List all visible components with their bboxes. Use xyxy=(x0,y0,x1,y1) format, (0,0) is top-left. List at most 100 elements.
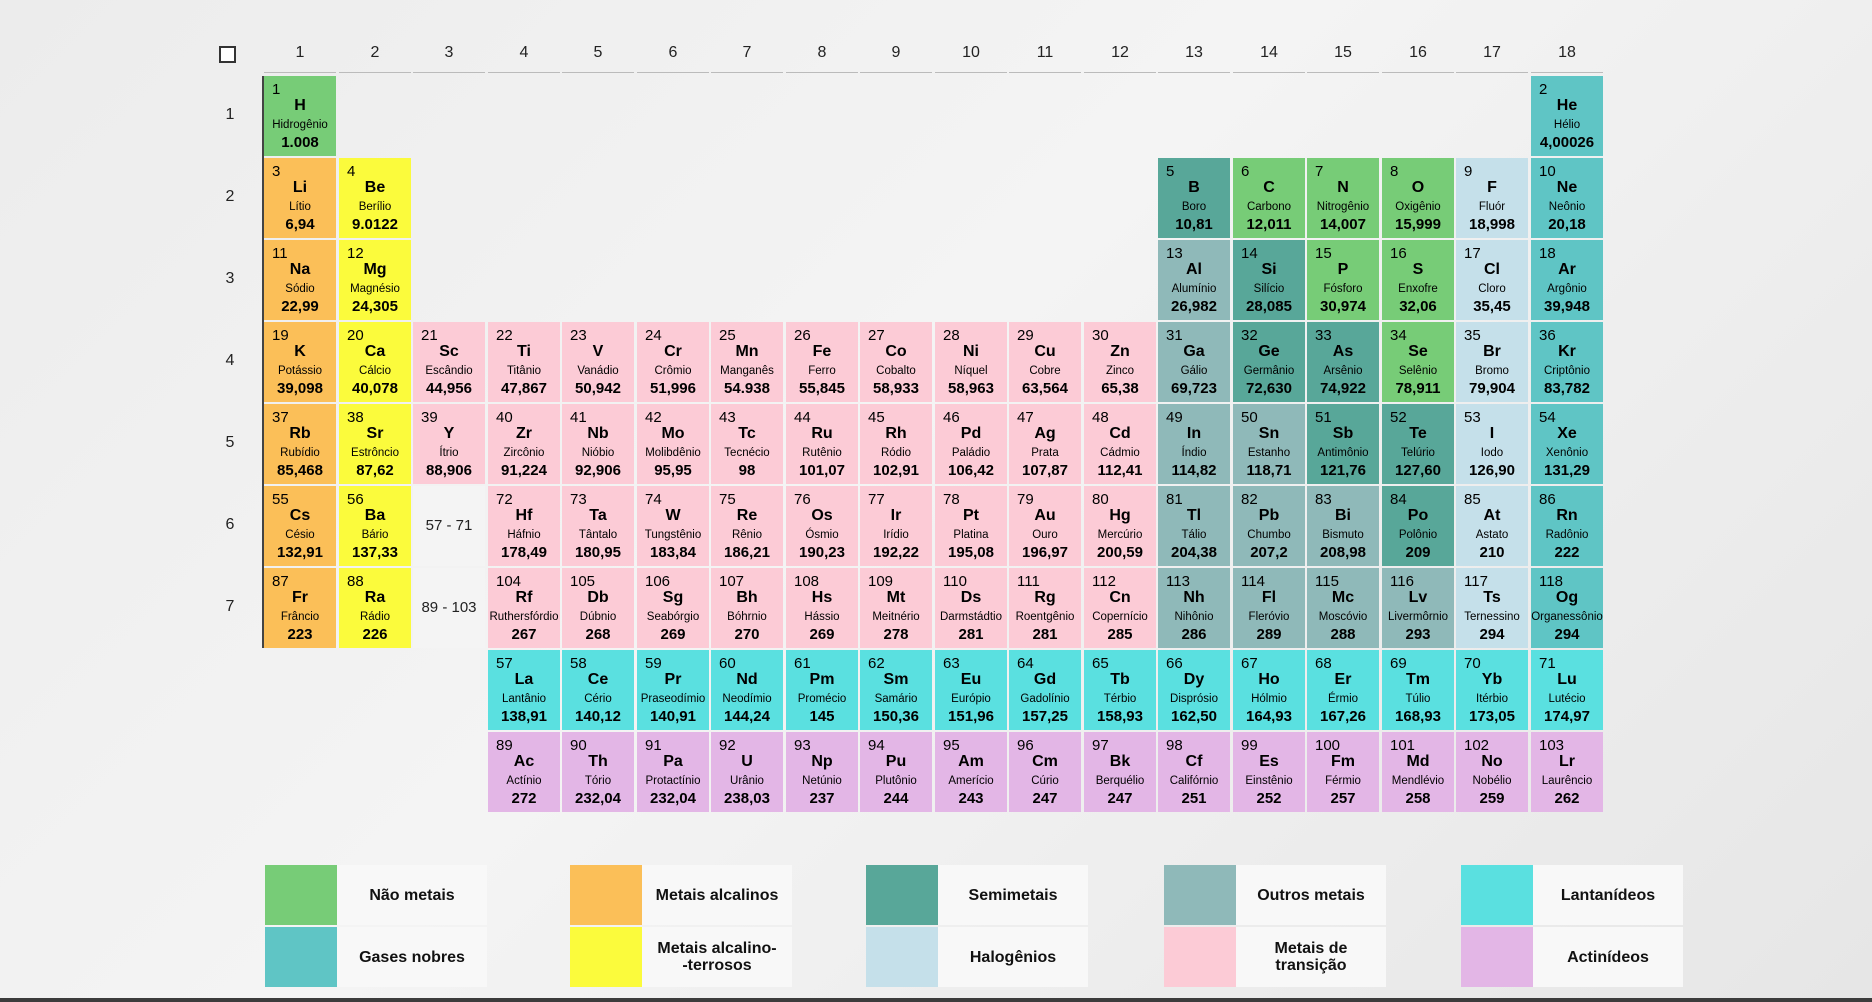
element-cell-tm[interactable]: 69 Tm Túlio 168,93 xyxy=(1382,650,1454,730)
element-cell-es[interactable]: 99 Es Einstênio 252 xyxy=(1233,732,1305,812)
element-cell-pu[interactable]: 94 Pu Plutônio 244 xyxy=(860,732,932,812)
element-cell-h[interactable]: 1 H Hidrogênio 1.008 xyxy=(264,76,336,156)
element-cell-la[interactable]: 57 La Lantânio 138,91 xyxy=(488,650,560,730)
element-cell-os[interactable]: 76 Os Ósmio 190,23 xyxy=(786,486,858,566)
element-cell-cl[interactable]: 17 Cl Cloro 35,45 xyxy=(1456,240,1528,320)
element-cell-ti[interactable]: 22 Ti Titânio 47,867 xyxy=(488,322,560,402)
element-cell-p[interactable]: 15 P Fósforo 30,974 xyxy=(1307,240,1379,320)
element-cell-at[interactable]: 85 At Astato 210 xyxy=(1456,486,1528,566)
element-cell-rn[interactable]: 86 Rn Radônio 222 xyxy=(1531,486,1603,566)
element-cell-lv[interactable]: 116 Lv Livermôrnio 293 xyxy=(1382,568,1454,648)
element-cell-hs[interactable]: 108 Hs Hássio 269 xyxy=(786,568,858,648)
element-cell-fe[interactable]: 26 Fe Ferro 55,845 xyxy=(786,322,858,402)
element-cell-au[interactable]: 79 Au Ouro 196,97 xyxy=(1009,486,1081,566)
element-cell-tc[interactable]: 43 Tc Tecnécio 98 xyxy=(711,404,783,484)
element-cell-al[interactable]: 13 Al Alumínio 26,982 xyxy=(1158,240,1230,320)
element-cell-pt[interactable]: 78 Pt Platina 195,08 xyxy=(935,486,1007,566)
element-cell-no[interactable]: 102 No Nobélio 259 xyxy=(1456,732,1528,812)
element-cell-se[interactable]: 34 Se Selênio 78,911 xyxy=(1382,322,1454,402)
element-cell-po[interactable]: 84 Po Polônio 209 xyxy=(1382,486,1454,566)
element-cell-ta[interactable]: 73 Ta Tântalo 180,95 xyxy=(562,486,634,566)
element-cell-mt[interactable]: 109 Mt Meitnério 278 xyxy=(860,568,932,648)
element-cell-sc[interactable]: 21 Sc Escândio 44,956 xyxy=(413,322,485,402)
element-cell-fl[interactable]: 114 Fl Fleróvio 289 xyxy=(1233,568,1305,648)
element-cell-li[interactable]: 3 Li Lítio 6,94 xyxy=(264,158,336,238)
element-cell-fr[interactable]: 87 Fr Frâncio 223 xyxy=(264,568,336,648)
element-cell-mn[interactable]: 25 Mn Manganês 54.938 xyxy=(711,322,783,402)
element-cell-nh[interactable]: 113 Nh Nihônio 286 xyxy=(1158,568,1230,648)
element-cell-ca[interactable]: 20 Ca Cálcio 40,078 xyxy=(339,322,411,402)
element-cell-rf[interactable]: 104 Rf Ruthersfórdio 267 xyxy=(488,568,560,648)
element-cell-cu[interactable]: 29 Cu Cobre 63,564 xyxy=(1009,322,1081,402)
element-cell-ni[interactable]: 28 Ni Níquel 58,963 xyxy=(935,322,1007,402)
element-cell-mo[interactable]: 42 Mo Molibdênio 95,95 xyxy=(637,404,709,484)
element-cell-i[interactable]: 53 I Iodo 126,90 xyxy=(1456,404,1528,484)
element-cell-np[interactable]: 93 Np Netúnio 237 xyxy=(786,732,858,812)
element-cell-k[interactable]: 19 K Potássio 39,098 xyxy=(264,322,336,402)
element-cell-kr[interactable]: 36 Kr Criptônio 83,782 xyxy=(1531,322,1603,402)
element-cell-ra[interactable]: 88 Ra Rádio 226 xyxy=(339,568,411,648)
element-cell-ir[interactable]: 77 Ir Irídio 192,22 xyxy=(860,486,932,566)
element-cell-ce[interactable]: 58 Ce Cério 140,12 xyxy=(562,650,634,730)
element-cell-nb[interactable]: 41 Nb Nióbio 92,906 xyxy=(562,404,634,484)
element-cell-tl[interactable]: 81 Tl Tálio 204,38 xyxy=(1158,486,1230,566)
element-cell-db[interactable]: 105 Db Dúbnio 268 xyxy=(562,568,634,648)
element-cell-sr[interactable]: 38 Sr Estrôncio 87,62 xyxy=(339,404,411,484)
element-cell-be[interactable]: 4 Be Berílio 9.0122 xyxy=(339,158,411,238)
element-cell-nd[interactable]: 60 Nd Neodímio 144,24 xyxy=(711,650,783,730)
element-cell-ge[interactable]: 32 Ge Germânio 72,630 xyxy=(1233,322,1305,402)
element-cell-cm[interactable]: 96 Cm Cúrio 247 xyxy=(1009,732,1081,812)
element-cell-o[interactable]: 8 O Oxigênio 15,999 xyxy=(1382,158,1454,238)
element-cell-lu[interactable]: 71 Lu Lutécio 174,97 xyxy=(1531,650,1603,730)
element-cell-sm[interactable]: 62 Sm Samário 150,36 xyxy=(860,650,932,730)
element-cell-as[interactable]: 33 As Arsênio 74,922 xyxy=(1307,322,1379,402)
element-cell-cd[interactable]: 48 Cd Cádmio 112,41 xyxy=(1084,404,1156,484)
element-cell-ag[interactable]: 47 Ag Prata 107,87 xyxy=(1009,404,1081,484)
element-cell-lr[interactable]: 103 Lr Laurêncio 262 xyxy=(1531,732,1603,812)
element-cell-bk[interactable]: 97 Bk Berquélio 247 xyxy=(1084,732,1156,812)
element-cell-co[interactable]: 27 Co Cobalto 58,933 xyxy=(860,322,932,402)
element-cell-si[interactable]: 14 Si Silício 28,085 xyxy=(1233,240,1305,320)
element-cell-cr[interactable]: 24 Cr Crômio 51,996 xyxy=(637,322,709,402)
element-cell-v[interactable]: 23 V Vanádio 50,942 xyxy=(562,322,634,402)
element-cell-pd[interactable]: 46 Pd Paládio 106,42 xyxy=(935,404,1007,484)
element-cell-ne[interactable]: 10 Ne Neônio 20,18 xyxy=(1531,158,1603,238)
element-cell-tb[interactable]: 65 Tb Térbio 158,93 xyxy=(1084,650,1156,730)
element-cell-in[interactable]: 49 In Índio 114,82 xyxy=(1158,404,1230,484)
element-cell-na[interactable]: 11 Na Sódio 22,99 xyxy=(264,240,336,320)
element-cell-c[interactable]: 6 C Carbono 12,011 xyxy=(1233,158,1305,238)
element-cell-hg[interactable]: 80 Hg Mercúrio 200,59 xyxy=(1084,486,1156,566)
element-cell-cf[interactable]: 98 Cf Califórnio 251 xyxy=(1158,732,1230,812)
element-cell-s[interactable]: 16 S Enxofre 32,06 xyxy=(1382,240,1454,320)
element-cell-zr[interactable]: 40 Zr Zircônio 91,224 xyxy=(488,404,560,484)
element-cell-ba[interactable]: 56 Ba Bário 137,33 xyxy=(339,486,411,566)
element-cell-w[interactable]: 74 W Tungstênio 183,84 xyxy=(637,486,709,566)
element-cell-hf[interactable]: 72 Hf Háfnio 178,49 xyxy=(488,486,560,566)
element-cell-sg[interactable]: 106 Sg Seabórgio 269 xyxy=(637,568,709,648)
element-cell-rh[interactable]: 45 Rh Ródio 102,91 xyxy=(860,404,932,484)
element-cell-ds[interactable]: 110 Ds Darmstádtio 281 xyxy=(935,568,1007,648)
element-cell-mc[interactable]: 115 Mc Moscóvio 288 xyxy=(1307,568,1379,648)
element-cell-ts[interactable]: 117 Ts Ternessino 294 xyxy=(1456,568,1528,648)
element-cell-f[interactable]: 9 F Fluór 18,998 xyxy=(1456,158,1528,238)
element-cell-ho[interactable]: 67 Ho Hólmio 164,93 xyxy=(1233,650,1305,730)
element-cell-yb[interactable]: 70 Yb Itérbio 173,05 xyxy=(1456,650,1528,730)
element-cell-gd[interactable]: 64 Gd Gadolínio 157,25 xyxy=(1009,650,1081,730)
element-cell-am[interactable]: 95 Am Amerício 243 xyxy=(935,732,1007,812)
element-cell-n[interactable]: 7 N Nitrogênio 14,007 xyxy=(1307,158,1379,238)
element-cell-dy[interactable]: 66 Dy Disprósio 162,50 xyxy=(1158,650,1230,730)
element-cell-og[interactable]: 118 Og Organessônio 294 xyxy=(1531,568,1603,648)
element-cell-b[interactable]: 5 B Boro 10,81 xyxy=(1158,158,1230,238)
element-cell-pm[interactable]: 61 Pm Promécio 145 xyxy=(786,650,858,730)
element-cell-ga[interactable]: 31 Ga Gálio 69,723 xyxy=(1158,322,1230,402)
element-cell-cs[interactable]: 55 Cs Césio 132,91 xyxy=(264,486,336,566)
element-cell-ac[interactable]: 89 Ac Actínio 272 xyxy=(488,732,560,812)
element-cell-bi[interactable]: 83 Bi Bismuto 208,98 xyxy=(1307,486,1379,566)
element-cell-md[interactable]: 101 Md Mendlévio 258 xyxy=(1382,732,1454,812)
element-cell-cn[interactable]: 112 Cn Copernício 285 xyxy=(1084,568,1156,648)
element-cell-th[interactable]: 90 Th Tório 232,04 xyxy=(562,732,634,812)
element-cell-he[interactable]: 2 He Hélio 4,00026 xyxy=(1531,76,1603,156)
element-cell-u[interactable]: 92 U Urânio 238,03 xyxy=(711,732,783,812)
element-cell-bh[interactable]: 107 Bh Bóhrnio 270 xyxy=(711,568,783,648)
element-cell-zn[interactable]: 30 Zn Zinco 65,38 xyxy=(1084,322,1156,402)
